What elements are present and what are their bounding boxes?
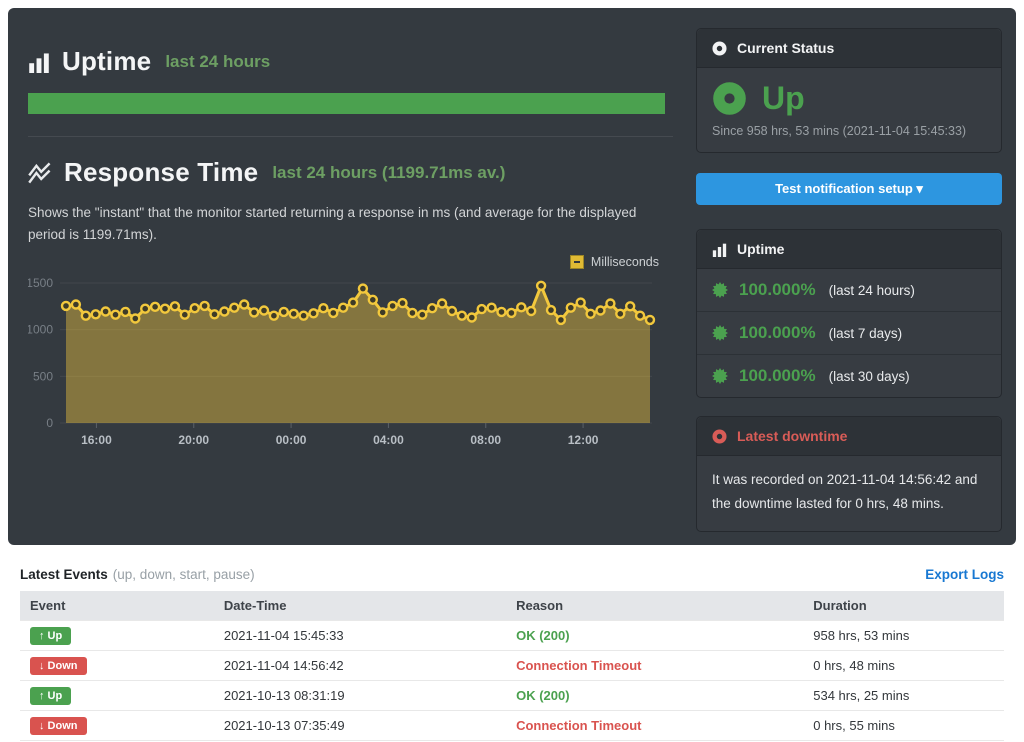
latest-events-subtitle: (up, down, start, pause)	[113, 567, 255, 582]
status-state: Up	[762, 80, 805, 117]
test-notification-button[interactable]: Test notification setup ▾	[696, 173, 1002, 205]
event-reason: Connection Timeout	[516, 658, 641, 673]
event-reason: Connection Timeout	[516, 718, 641, 733]
table-row: ↑ Up 2021-10-13 08:31:19 OK (200) 534 hrs, …	[20, 681, 1004, 711]
response-time-description: Shows the "instant" that the monitor sta…	[28, 202, 676, 247]
chart-legend: Milliseconds	[570, 255, 659, 269]
svg-text:500: 500	[33, 369, 53, 383]
event-reason: OK (200)	[516, 628, 569, 643]
svg-text:20:00: 20:00	[178, 433, 209, 447]
column-event: Event	[20, 591, 214, 621]
uptime-stats-header: Uptime	[697, 230, 1001, 269]
event-badge-up: ↑ Up	[30, 687, 71, 705]
status-ring-icon	[712, 41, 727, 56]
column-datetime: Date-Time	[214, 591, 506, 621]
starburst-icon	[712, 282, 728, 298]
uptime-stats-rows: 100.000% (last 24 hours) 100.000% (last 7 d…	[697, 269, 1001, 397]
dashboard-panel: Uptime last 24 hours Response Time last …	[8, 8, 1016, 545]
event-badge-up: ↑ Up	[30, 627, 71, 645]
uptime-stat-row: 100.000% (last 24 hours)	[697, 269, 1001, 311]
svg-text:12:00: 12:00	[568, 433, 599, 447]
response-time-plot[interactable]: 0 500 1000 1500 16:00 20:00 00:00 04:00 08:00 12:…	[28, 253, 665, 451]
latest-events-title: Latest Events	[20, 567, 108, 582]
status-sidebar: Current Status Up Since 958 hrs, 53 mins…	[696, 28, 1002, 532]
event-datetime: 2021-11-04 15:45:33	[214, 621, 506, 651]
events-table: Event Date-Time Reason Duration ↑ Up 2021…	[20, 591, 1004, 741]
event-duration: 534 hrs, 25 mins	[803, 681, 1004, 711]
svg-text:04:00: 04:00	[373, 433, 404, 447]
events-table-header: Event Date-Time Reason Duration	[20, 591, 1004, 621]
svg-text:00:00: 00:00	[276, 433, 307, 447]
bar-chart-icon	[28, 51, 50, 73]
svg-text:1500: 1500	[28, 276, 53, 290]
latest-events-section: Latest Events (up, down, start, pause) E…	[20, 567, 1004, 741]
table-row: ↓ Down 2021-11-04 14:56:42 Connection Time…	[20, 651, 1004, 681]
uptime-period: (last 7 days)	[829, 326, 903, 341]
event-duration: 0 hrs, 55 mins	[803, 711, 1004, 741]
table-row: ↓ Down 2021-10-13 07:35:49 Connection Time…	[20, 711, 1004, 741]
uptime-percentage: 100.000%	[739, 280, 816, 300]
caret-down-icon: ▾	[916, 181, 923, 196]
uptime-percentage: 100.000%	[739, 366, 816, 386]
event-badge-down: ↓ Down	[30, 657, 87, 675]
uptime-subtitle: last 24 hours	[165, 52, 270, 72]
uptime-period: (last 30 days)	[829, 369, 910, 384]
column-duration: Duration	[803, 591, 1004, 621]
uptime-stat-row: 100.000% (last 7 days)	[697, 311, 1001, 354]
bar-chart-icon	[712, 242, 727, 257]
event-datetime: 2021-10-13 08:31:19	[214, 681, 506, 711]
latest-downtime-header: Latest downtime	[697, 417, 1001, 456]
response-time-title: Response Time	[64, 157, 258, 188]
response-time-section-title: Response Time last 24 hours (1199.71ms a…	[28, 157, 673, 188]
uptime-section-title: Uptime last 24 hours	[28, 46, 673, 77]
section-divider	[28, 136, 673, 137]
uptime-period: (last 24 hours)	[829, 283, 915, 298]
downtime-ring-icon	[712, 429, 727, 444]
up-status-icon	[712, 81, 747, 116]
current-status-body: Up Since 958 hrs, 53 mins (2021-11-04 15…	[697, 68, 1001, 152]
svg-text:16:00: 16:00	[81, 433, 112, 447]
uptime-stats-title: Uptime	[737, 241, 784, 257]
uptime-percentage: 100.000%	[739, 323, 816, 343]
current-status-title: Current Status	[737, 40, 834, 56]
event-datetime: 2021-11-04 14:56:42	[214, 651, 506, 681]
uptime-title: Uptime	[62, 46, 151, 77]
current-status-header: Current Status	[697, 29, 1001, 68]
svg-text:08:00: 08:00	[470, 433, 501, 447]
response-time-subtitle: last 24 hours (1199.71ms av.)	[272, 163, 505, 183]
svg-text:1000: 1000	[28, 322, 53, 336]
latest-downtime-title: Latest downtime	[737, 428, 847, 444]
event-badge-down: ↓ Down	[30, 717, 87, 735]
table-row: ↑ Up 2021-11-04 15:45:33 OK (200) 958 hrs, …	[20, 621, 1004, 651]
event-reason: OK (200)	[516, 688, 569, 703]
line-chart-icon	[28, 162, 52, 184]
uptime-stats-card: Uptime 100.000% (last 24 hours) 100.000% (l…	[696, 229, 1002, 398]
latest-downtime-text: It was recorded on 2021-11-04 14:56:42 a…	[697, 456, 1001, 531]
monitor-overview: Uptime last 24 hours Response Time last …	[28, 8, 673, 456]
column-reason: Reason	[506, 591, 803, 621]
legend-label: Milliseconds	[591, 255, 659, 269]
uptime-timeline-bar[interactable]	[28, 93, 665, 114]
response-time-chart[interactable]: Milliseconds 0 500 1000 1500 16:00 20:00 00:00…	[28, 253, 665, 456]
export-logs-link[interactable]: Export Logs	[925, 567, 1004, 582]
event-duration: 0 hrs, 48 mins	[803, 651, 1004, 681]
latest-downtime-card: Latest downtime It was recorded on 2021-…	[696, 416, 1002, 532]
legend-swatch-icon	[570, 255, 584, 269]
event-datetime: 2021-10-13 07:35:49	[214, 711, 506, 741]
current-status-card: Current Status Up Since 958 hrs, 53 mins…	[696, 28, 1002, 153]
starburst-icon	[712, 325, 728, 341]
svg-text:0: 0	[46, 416, 53, 430]
event-duration: 958 hrs, 53 mins	[803, 621, 1004, 651]
uptime-stat-row: 100.000% (last 30 days)	[697, 354, 1001, 397]
status-since: Since 958 hrs, 53 mins (2021-11-04 15:45…	[712, 124, 986, 138]
starburst-icon	[712, 368, 728, 384]
